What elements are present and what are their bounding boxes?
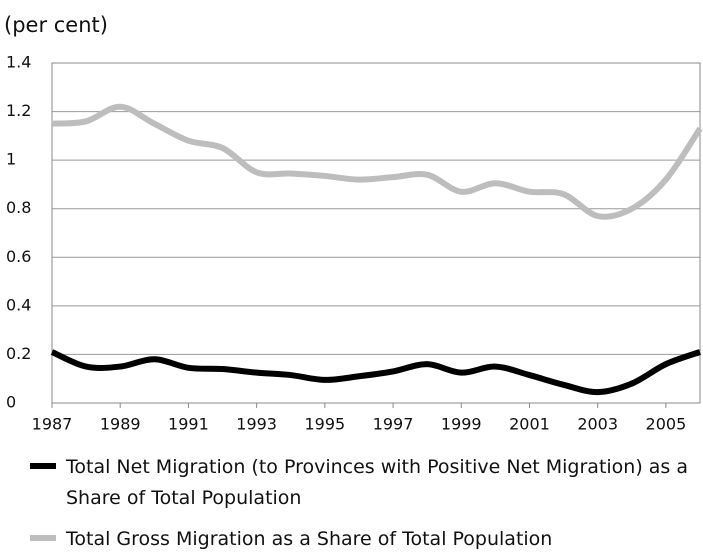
x-tick-label: 1993: [236, 415, 277, 434]
y-tick-label: 0.4: [6, 295, 31, 314]
y-tick-label: 0: [6, 393, 16, 412]
legend-entry: Total Net Migration (to Provinces with P…: [30, 452, 700, 514]
plot-frame: [51, 62, 701, 404]
x-tick-label: 1997: [373, 415, 414, 434]
y-tick-label: 0.2: [6, 344, 31, 363]
x-tick-label: 1987: [32, 415, 73, 434]
x-tick-label: 1995: [304, 415, 345, 434]
x-tick-label: 2005: [646, 415, 687, 434]
y-tick-label: 0.6: [6, 247, 31, 266]
x-tick-label: 2003: [577, 415, 618, 434]
x-tick-label: 1999: [441, 415, 482, 434]
y-tick-label: 0.8: [6, 198, 31, 217]
legend: Total Net Migration (to Provinces with P…: [30, 452, 700, 559]
legend-label: Total Gross Migration as a Share of Tota…: [66, 528, 553, 550]
legend-label: Total Net Migration (to Provinces with P…: [66, 456, 689, 509]
legend-entry: Total Gross Migration as a Share of Tota…: [30, 524, 700, 555]
x-tick-label: 2001: [509, 415, 550, 434]
legend-swatch: [30, 535, 56, 541]
x-tick-label: 1989: [100, 415, 141, 434]
y-tick-label: 1: [6, 150, 16, 169]
y-tick-label: 1.2: [6, 101, 31, 120]
chart: (per cent) 0 0.2 0.4 0.6 0.8 1 1.2 1.4 1987 1989 1…: [4, 13, 703, 434]
x-tick-label: 1991: [168, 415, 209, 434]
y-axis-label: (per cent): [4, 13, 108, 37]
series-line: [50, 349, 702, 396]
series-line: [51, 103, 703, 220]
legend-swatch: [30, 463, 56, 469]
y-tick-label: 1.4: [6, 53, 31, 72]
